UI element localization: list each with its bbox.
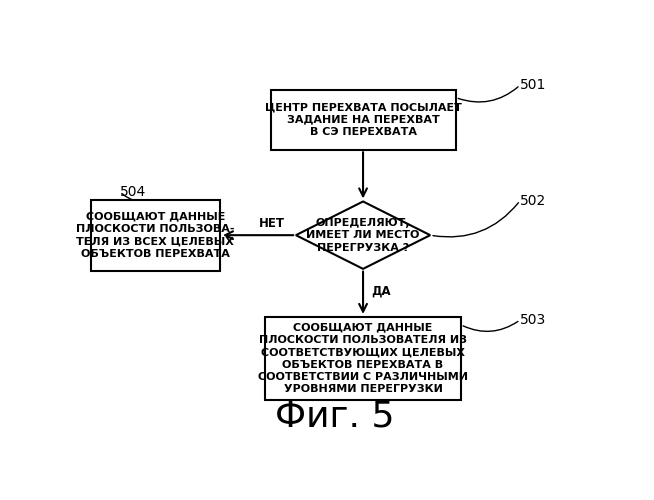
Text: 503: 503 <box>520 313 547 327</box>
Text: СООБЩАЮТ ДАННЫЕ
ПЛОСКОСТИ ПОЛЬЗОВА-
ТЕЛЯ ИЗ ВСЕХ ЦЕЛЕВЫХ
ОБЪЕКТОВ ПЕРЕХВАТА: СООБЩАЮТ ДАННЫЕ ПЛОСКОСТИ ПОЛЬЗОВА- ТЕЛЯ… <box>76 212 235 259</box>
Text: Фиг. 5: Фиг. 5 <box>275 400 395 434</box>
Text: 502: 502 <box>520 194 547 207</box>
FancyBboxPatch shape <box>91 200 220 271</box>
Text: ЦЕНТР ПЕРЕХВАТА ПОСЫЛАЕТ
ЗАДАНИЕ НА ПЕРЕХВАТ
В СЭ ПЕРЕХВАТА: ЦЕНТР ПЕРЕХВАТА ПОСЫЛАЕТ ЗАДАНИЕ НА ПЕРЕ… <box>265 102 462 137</box>
FancyBboxPatch shape <box>266 317 460 400</box>
Text: 504: 504 <box>120 184 146 198</box>
Text: СООБЩАЮТ ДАННЫЕ
ПЛОСКОСТИ ПОЛЬЗОВАТЕЛЯ ИЗ
СООТВЕТСТВУЮЩИХ ЦЕЛЕВЫХ
ОБЪЕКТОВ ПЕРЕХ: СООБЩАЮТ ДАННЫЕ ПЛОСКОСТИ ПОЛЬЗОВАТЕЛЯ И… <box>258 322 468 394</box>
Polygon shape <box>296 202 430 269</box>
FancyBboxPatch shape <box>271 90 456 150</box>
Text: ОПРЕДЕЛЯЮТ,
ИМЕЕТ ЛИ МЕСТО
ПЕРЕГРУЗКА ?: ОПРЕДЕЛЯЮТ, ИМЕЕТ ЛИ МЕСТО ПЕРЕГРУЗКА ? <box>306 218 420 252</box>
Text: ДА: ДА <box>371 284 391 298</box>
Text: 501: 501 <box>520 78 547 92</box>
Text: НЕТ: НЕТ <box>259 217 285 230</box>
